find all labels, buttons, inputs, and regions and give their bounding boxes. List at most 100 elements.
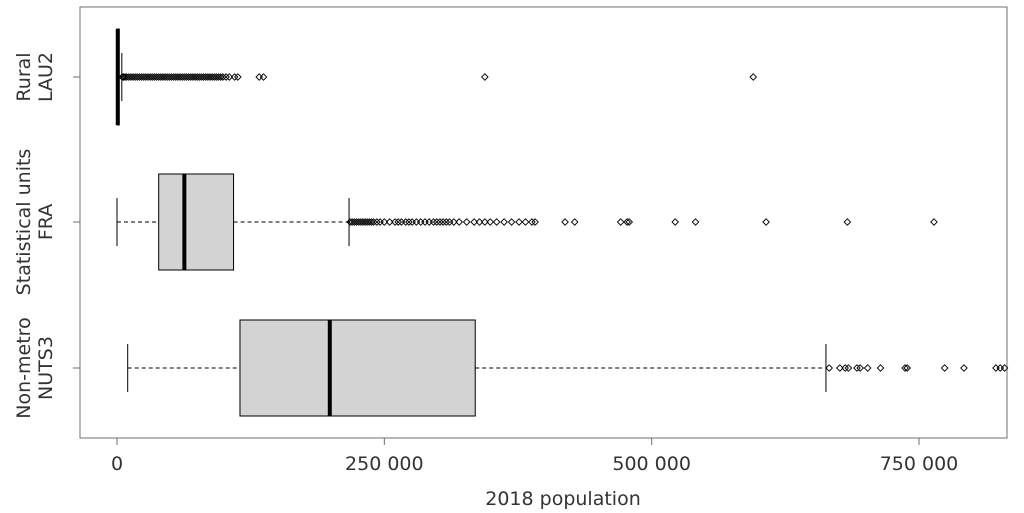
outlier-point — [394, 218, 403, 226]
outlier-point — [421, 218, 429, 226]
category-label: Non-metroNUTS3 — [13, 317, 57, 418]
outlier-point — [450, 218, 458, 226]
category-label: RuralLAU2 — [13, 52, 57, 102]
outlier-point — [142, 73, 150, 81]
outlier-point — [214, 73, 223, 81]
category-label-line: Statistical units — [13, 149, 35, 296]
outlier-point — [137, 73, 146, 81]
outlier-point — [193, 73, 202, 81]
outlier-point — [255, 73, 264, 81]
x-axis-title: 2018 population — [485, 488, 641, 510]
outlier-point — [836, 364, 844, 372]
outlier-point — [856, 364, 865, 372]
outlier-point — [186, 73, 195, 81]
outlier-point — [373, 218, 381, 226]
outlier-point — [429, 218, 438, 226]
outlier-point — [671, 218, 680, 226]
x-tick-label: 0 — [111, 453, 123, 475]
outlier-point — [876, 364, 885, 372]
outlier-point — [616, 218, 625, 226]
outlier-point — [365, 218, 374, 226]
outlier-point — [233, 73, 242, 81]
box-group — [127, 319, 827, 417]
category-label-line: Non-metro — [13, 317, 35, 418]
outlier-point — [455, 218, 464, 226]
outlier-point — [208, 73, 217, 81]
outlier-point — [222, 73, 230, 81]
outlier-point — [206, 73, 214, 81]
outlier-point — [425, 218, 434, 226]
outlier-point — [507, 218, 516, 226]
outlier-point — [350, 218, 359, 226]
outlier-point — [841, 364, 850, 372]
outlier-point — [259, 73, 268, 81]
outlier-point — [531, 218, 539, 226]
outlier-point — [356, 218, 365, 226]
outlier-point — [391, 218, 399, 226]
outlier-point — [197, 73, 206, 81]
outlier-point — [354, 218, 363, 226]
outlier-point — [159, 73, 167, 81]
outlier-point — [500, 218, 508, 226]
outlier-point — [182, 73, 191, 81]
outlier-point — [361, 218, 369, 226]
category-label-line: FRA — [35, 204, 57, 240]
outlier-point — [139, 73, 148, 81]
outlier-point — [528, 218, 536, 226]
outlier-point — [762, 218, 770, 226]
outlier-point — [863, 364, 872, 372]
outlier-point — [135, 73, 144, 81]
outlier-point — [216, 73, 225, 81]
outlier-point — [348, 218, 357, 226]
x-tick-label: 750 000 — [880, 453, 959, 475]
y-axis-categories: RuralLAU2 Statistical unitsFRA Non-metroNU… — [13, 52, 80, 419]
iqr-box — [158, 173, 235, 271]
outlier-point — [191, 73, 199, 81]
outlier-point — [442, 218, 451, 226]
outlier-point — [412, 218, 421, 226]
outlier-point — [521, 218, 530, 226]
outlier-point — [432, 218, 441, 226]
outlier-point — [178, 73, 187, 81]
outlier-point — [436, 218, 444, 226]
category-label-line: NUTS3 — [35, 336, 57, 400]
outlier-point — [401, 218, 410, 226]
outlier-point — [405, 218, 413, 226]
outlier-point — [369, 218, 378, 226]
outlier-point — [825, 364, 834, 372]
outlier-point — [119, 73, 128, 81]
outlier-point — [380, 218, 389, 226]
outlier-point — [570, 218, 579, 226]
outlier-point — [201, 73, 210, 81]
outlier-point — [180, 73, 189, 81]
outlier-point — [152, 73, 161, 81]
outliers-layer — [118, 73, 1009, 372]
outlier-point — [960, 364, 968, 372]
outlier-point — [157, 73, 165, 81]
category-label-line: Rural — [13, 52, 35, 101]
boxes-layer — [115, 28, 827, 417]
outlier-point — [169, 73, 178, 81]
outlier-point — [210, 73, 219, 81]
outlier-point — [996, 364, 1005, 372]
outlier-point — [167, 73, 176, 81]
outlier-point — [385, 218, 394, 226]
outlier-point — [901, 364, 909, 372]
outlier-point — [165, 73, 174, 81]
category-label-line: LAU2 — [35, 52, 57, 102]
outlier-point — [561, 218, 569, 226]
outlier-point — [492, 218, 501, 226]
outlier-point — [204, 73, 212, 81]
outlier-point — [515, 218, 523, 226]
iqr-box — [239, 319, 476, 417]
outlier-point — [174, 73, 182, 81]
outlier-point — [844, 364, 853, 372]
outlier-point — [940, 364, 949, 372]
outlier-point — [199, 73, 208, 81]
outlier-point — [470, 218, 478, 226]
outlier-point — [416, 218, 425, 226]
outlier-point — [189, 73, 197, 81]
box-group — [116, 173, 350, 271]
outlier-point — [148, 73, 157, 81]
outlier-point — [625, 218, 634, 226]
